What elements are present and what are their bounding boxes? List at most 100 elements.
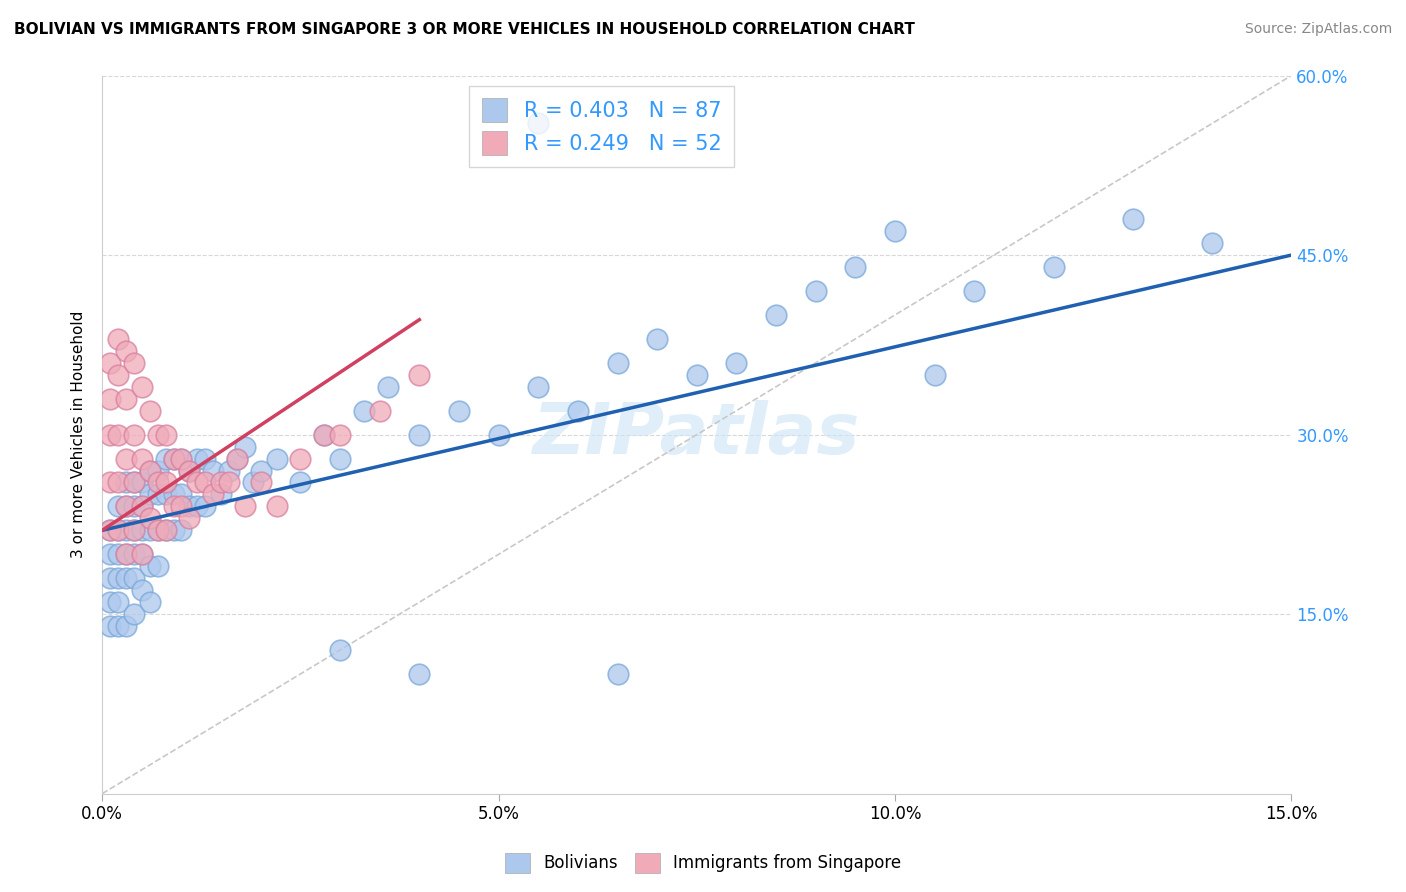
Point bbox=[162, 451, 184, 466]
Point bbox=[122, 356, 145, 370]
Point bbox=[162, 451, 184, 466]
Point bbox=[122, 427, 145, 442]
Point bbox=[963, 284, 986, 298]
Point bbox=[226, 451, 249, 466]
Point bbox=[884, 224, 907, 238]
Point bbox=[408, 427, 430, 442]
Point bbox=[115, 571, 138, 585]
Point bbox=[107, 619, 129, 633]
Point bbox=[314, 427, 336, 442]
Point bbox=[155, 524, 177, 538]
Point bbox=[131, 380, 153, 394]
Point bbox=[131, 500, 153, 514]
Point bbox=[139, 511, 162, 525]
Point bbox=[249, 475, 271, 490]
Point bbox=[115, 500, 138, 514]
Point bbox=[725, 356, 748, 370]
Point bbox=[139, 463, 162, 477]
Point bbox=[98, 547, 121, 561]
Point bbox=[122, 475, 145, 490]
Y-axis label: 3 or more Vehicles in Household: 3 or more Vehicles in Household bbox=[72, 311, 86, 558]
Point bbox=[170, 451, 193, 466]
Point bbox=[122, 524, 145, 538]
Point bbox=[194, 451, 217, 466]
Point bbox=[98, 356, 121, 370]
Point bbox=[155, 451, 177, 466]
Point bbox=[329, 451, 352, 466]
Text: BOLIVIAN VS IMMIGRANTS FROM SINGAPORE 3 OR MORE VEHICLES IN HOUSEHOLD CORRELATIO: BOLIVIAN VS IMMIGRANTS FROM SINGAPORE 3 … bbox=[14, 22, 915, 37]
Point bbox=[314, 427, 336, 442]
Point bbox=[107, 524, 129, 538]
Text: ZIPatlas: ZIPatlas bbox=[533, 401, 860, 469]
Point bbox=[107, 368, 129, 382]
Point bbox=[115, 500, 138, 514]
Point bbox=[107, 475, 129, 490]
Point bbox=[155, 487, 177, 501]
Point bbox=[218, 475, 240, 490]
Point bbox=[146, 559, 169, 574]
Point bbox=[115, 547, 138, 561]
Point bbox=[194, 475, 217, 490]
Point bbox=[107, 547, 129, 561]
Point bbox=[233, 440, 256, 454]
Point bbox=[170, 524, 193, 538]
Point bbox=[107, 500, 129, 514]
Legend: R = 0.403   N = 87, R = 0.249   N = 52: R = 0.403 N = 87, R = 0.249 N = 52 bbox=[470, 86, 734, 168]
Point bbox=[353, 403, 375, 417]
Point bbox=[122, 475, 145, 490]
Point bbox=[98, 427, 121, 442]
Point bbox=[242, 475, 264, 490]
Point bbox=[162, 487, 184, 501]
Point bbox=[115, 343, 138, 358]
Point bbox=[488, 427, 510, 442]
Point bbox=[266, 500, 288, 514]
Point bbox=[170, 487, 193, 501]
Point bbox=[139, 559, 162, 574]
Point bbox=[266, 451, 288, 466]
Point bbox=[368, 403, 391, 417]
Point bbox=[567, 403, 589, 417]
Point bbox=[186, 500, 208, 514]
Point bbox=[131, 583, 153, 598]
Point bbox=[202, 487, 225, 501]
Point bbox=[115, 451, 138, 466]
Point bbox=[131, 547, 153, 561]
Point bbox=[155, 427, 177, 442]
Point bbox=[218, 463, 240, 477]
Point bbox=[645, 332, 668, 346]
Point bbox=[139, 463, 162, 477]
Point bbox=[115, 547, 138, 561]
Point bbox=[179, 500, 201, 514]
Point bbox=[329, 427, 352, 442]
Point bbox=[155, 475, 177, 490]
Point bbox=[131, 524, 153, 538]
Point bbox=[447, 403, 470, 417]
Point bbox=[155, 524, 177, 538]
Point bbox=[98, 571, 121, 585]
Legend: Bolivians, Immigrants from Singapore: Bolivians, Immigrants from Singapore bbox=[498, 847, 908, 880]
Point bbox=[107, 524, 129, 538]
Point bbox=[290, 475, 312, 490]
Point bbox=[131, 500, 153, 514]
Point bbox=[107, 427, 129, 442]
Point bbox=[765, 308, 787, 322]
Point bbox=[408, 667, 430, 681]
Point bbox=[170, 500, 193, 514]
Point bbox=[139, 487, 162, 501]
Point bbox=[527, 380, 550, 394]
Point bbox=[146, 463, 169, 477]
Point bbox=[408, 368, 430, 382]
Point bbox=[804, 284, 827, 298]
Point bbox=[162, 500, 184, 514]
Point bbox=[606, 356, 628, 370]
Point bbox=[226, 451, 249, 466]
Point bbox=[844, 260, 866, 274]
Point bbox=[115, 619, 138, 633]
Point bbox=[122, 607, 145, 621]
Point bbox=[115, 524, 138, 538]
Point bbox=[139, 595, 162, 609]
Point bbox=[329, 643, 352, 657]
Point bbox=[139, 403, 162, 417]
Point bbox=[122, 524, 145, 538]
Point bbox=[527, 116, 550, 130]
